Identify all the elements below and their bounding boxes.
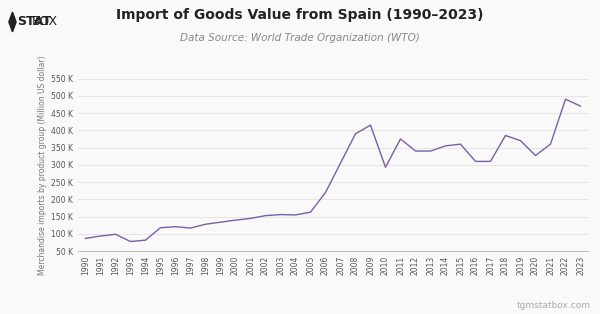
Text: Data Source: World Trade Organization (WTO): Data Source: World Trade Organization (W…: [180, 33, 420, 43]
Y-axis label: Merchandise imports by product group (Million US dollar): Merchandise imports by product group (Mi…: [38, 55, 47, 275]
Polygon shape: [9, 12, 16, 32]
Text: tgmstatbox.com: tgmstatbox.com: [517, 301, 591, 310]
Text: STAT: STAT: [17, 15, 52, 29]
Text: BOX: BOX: [32, 15, 58, 29]
Text: Import of Goods Value from Spain (1990–2023): Import of Goods Value from Spain (1990–2…: [116, 8, 484, 22]
